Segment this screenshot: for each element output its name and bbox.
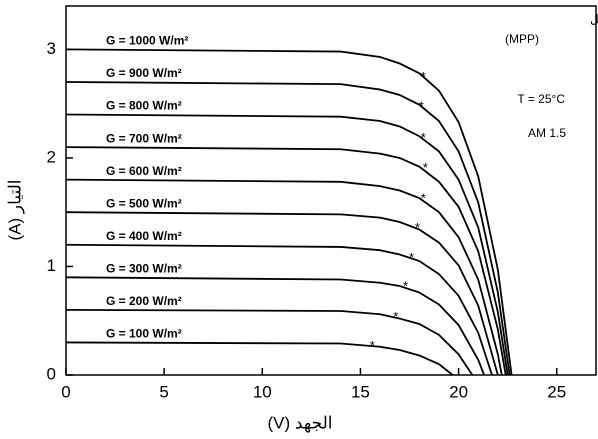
- y-tick-label: 3: [47, 39, 56, 58]
- series-label: G = 800 W/m²: [106, 99, 182, 113]
- curve: [65, 308, 474, 376]
- curve: [65, 341, 454, 376]
- series-label: G = 200 W/m²: [106, 294, 182, 308]
- mpp-marker: *: [423, 160, 428, 175]
- mpp-marker: *: [393, 309, 398, 324]
- y-tick-label: 0: [47, 364, 56, 383]
- annotation: AM 1.5: [528, 126, 566, 140]
- y-axis-label: التيار (A): [5, 180, 25, 241]
- curve: [65, 81, 511, 376]
- y-tick-label: 1: [47, 256, 56, 275]
- curve: [65, 146, 507, 376]
- series-label: G = 300 W/m²: [106, 261, 182, 275]
- plot-frame: [65, 5, 597, 376]
- x-tick-label: 0: [61, 382, 70, 401]
- x-tick-label: 15: [351, 382, 370, 401]
- mpp-marker: *: [409, 250, 414, 265]
- series-label: G = 900 W/m²: [106, 66, 182, 80]
- x-tick-label: 20: [449, 382, 468, 401]
- series-label: G = 1000 W/m²: [106, 34, 188, 48]
- y-tick-label: 2: [47, 147, 56, 166]
- curve: [65, 113, 509, 376]
- x-tick-label: 25: [547, 382, 566, 401]
- annotation: (MPP): [505, 32, 539, 46]
- mpp-marker: *: [415, 220, 420, 235]
- x-axis-label: الجهد (V): [267, 413, 332, 433]
- annotation: * نقاط القدرة القصوى للتشغيل: [590, 12, 598, 26]
- mpp-marker: *: [370, 338, 375, 353]
- x-tick-label: 10: [253, 382, 272, 401]
- mpp-marker: *: [403, 278, 408, 293]
- series-label: G = 700 W/m²: [106, 131, 182, 145]
- curve: [65, 211, 499, 376]
- curve: [65, 178, 503, 376]
- series-label: G = 500 W/m²: [106, 196, 182, 210]
- series-label: G = 400 W/m²: [106, 229, 182, 243]
- mpp-marker: *: [421, 130, 426, 145]
- annotation: T = 25°C: [517, 92, 565, 106]
- series-label: G = 100 W/m²: [106, 327, 182, 341]
- curve: [65, 48, 513, 376]
- curve: [65, 276, 485, 376]
- mpp-marker: *: [421, 69, 426, 84]
- x-tick-label: 5: [159, 382, 168, 401]
- series-label: G = 600 W/m²: [106, 164, 182, 178]
- mpp-marker: *: [421, 191, 426, 206]
- mpp-marker: *: [419, 98, 424, 113]
- curve: [65, 243, 493, 376]
